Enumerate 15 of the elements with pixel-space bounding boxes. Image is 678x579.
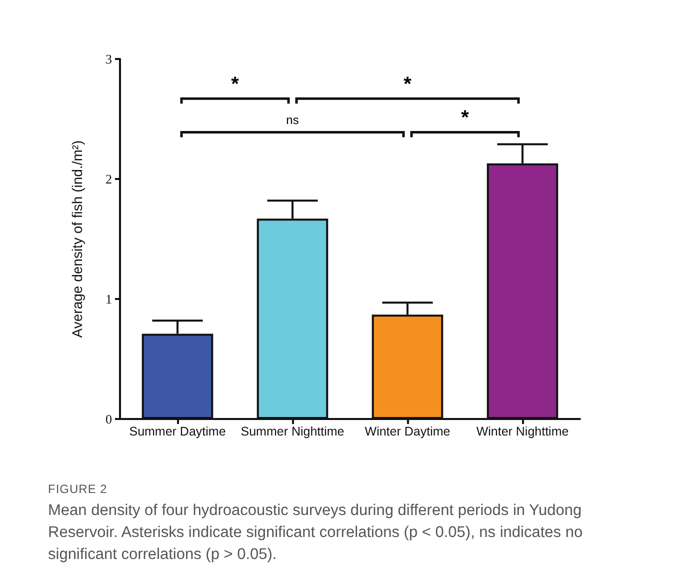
x-tick-label: Winter Nighttime (476, 424, 569, 438)
x-tick-label: Summer Daytime (129, 424, 226, 438)
annotation: * (461, 107, 470, 130)
text: FIGURE 2 (48, 482, 108, 496)
annotation: * (404, 74, 412, 96)
annotation: ns (286, 113, 299, 128)
x-tick-label: Summer Nighttime (240, 424, 344, 438)
text: Mean density of four hydroacoustic surveys during different periods in Yudong Reservoir. Asterisks indicate significant correlations (p < 0.05), ns indicates no significant correlations (p > 0.05). (48, 501, 584, 565)
y-axis-title: Average density of fish (ind./m²) (69, 140, 85, 338)
annotation: * (231, 74, 240, 96)
y-tick-label: 3 (106, 52, 112, 66)
y-tick-label: 1 (106, 292, 112, 306)
y-tick-label: 2 (106, 172, 112, 186)
y-tick-label: 0 (106, 412, 112, 426)
x-tick-label: Winter Daytime (364, 424, 450, 438)
